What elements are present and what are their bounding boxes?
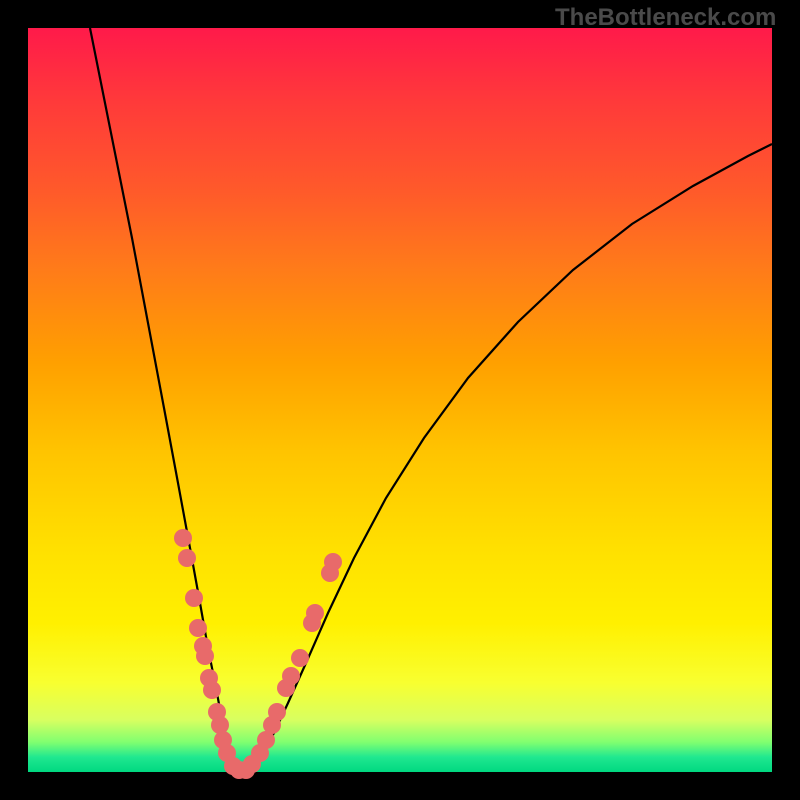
data-marker	[324, 553, 342, 571]
curve-layer	[28, 28, 772, 772]
data-marker	[185, 589, 203, 607]
data-marker	[211, 716, 229, 734]
marker-group	[174, 529, 342, 779]
data-marker	[174, 529, 192, 547]
data-marker	[306, 604, 324, 622]
data-marker	[189, 619, 207, 637]
right-curve	[242, 144, 772, 770]
chart-frame: TheBottleneck.com	[0, 0, 800, 800]
watermark-text: TheBottleneck.com	[555, 4, 776, 32]
data-marker	[178, 549, 196, 567]
data-marker	[203, 681, 221, 699]
plot-area	[28, 28, 772, 772]
data-marker	[291, 649, 309, 667]
data-marker	[268, 703, 286, 721]
left-curve	[90, 28, 242, 770]
data-marker	[282, 667, 300, 685]
data-marker	[196, 647, 214, 665]
